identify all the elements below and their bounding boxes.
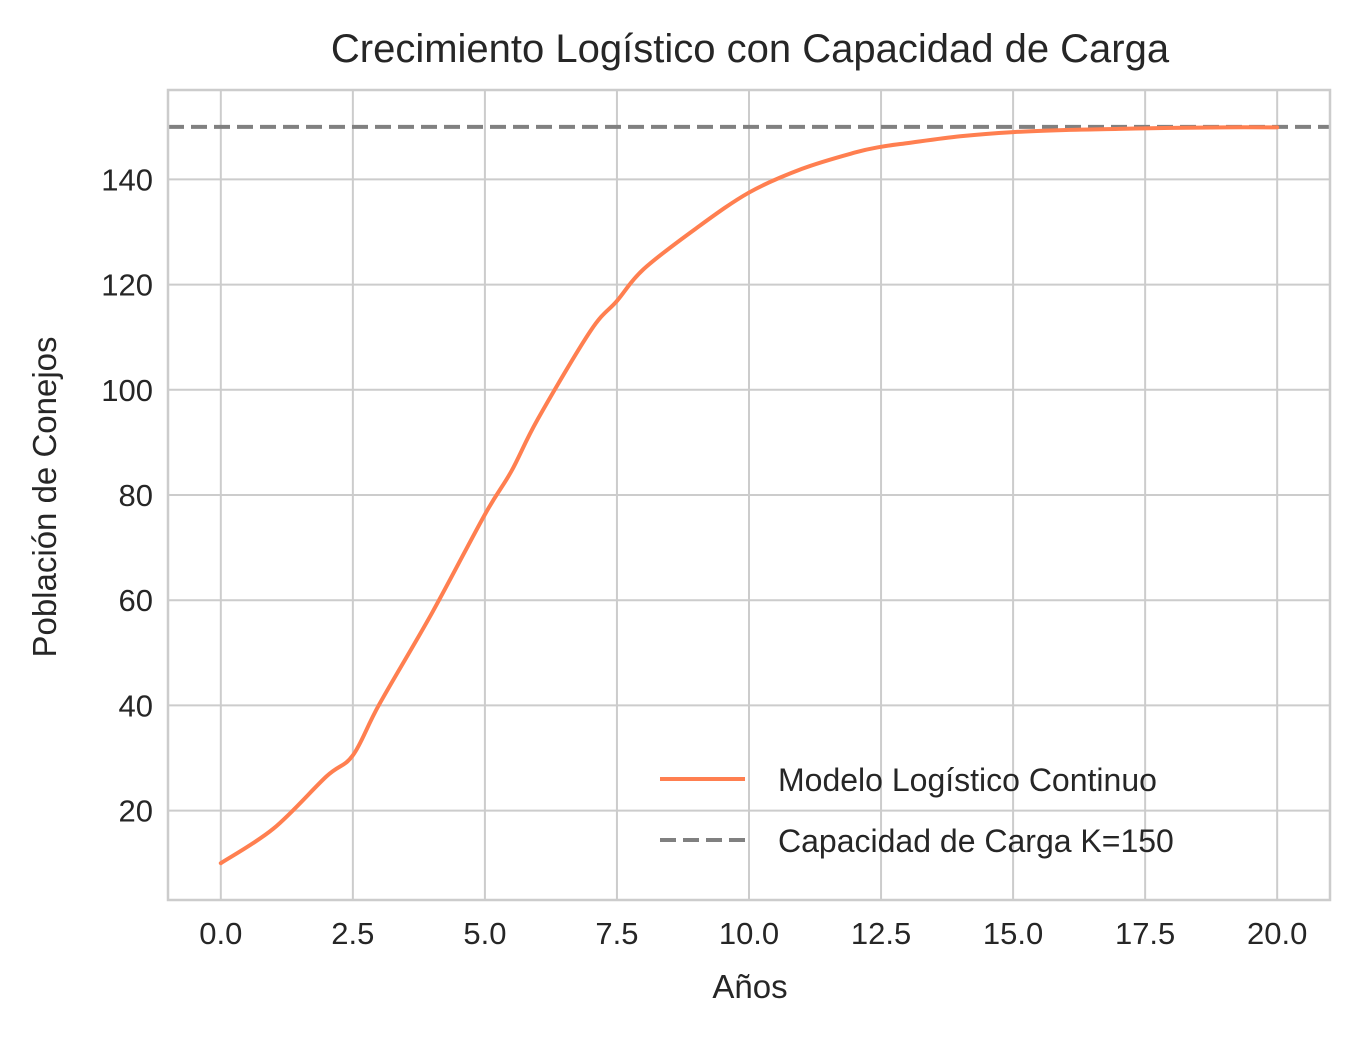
plot-series — [168, 124, 1330, 866]
y-tick-labels: 20 40 60 80 100 120 140 — [101, 162, 153, 828]
x-tick-label: 7.5 — [595, 916, 638, 951]
y-tick-label: 40 — [119, 688, 153, 723]
x-tick-labels: 0.0 2.5 5.0 7.5 10.0 12.5 15.0 17.5 20.0 — [199, 916, 1307, 951]
x-tick-label: 5.0 — [463, 916, 506, 951]
x-tick-label: 10.0 — [719, 916, 779, 951]
x-tick-label: 17.5 — [1115, 916, 1175, 951]
grid — [168, 90, 1330, 900]
x-tick-label: 0.0 — [199, 916, 242, 951]
plot-frame — [166, 88, 1332, 902]
y-tick-label: 100 — [101, 373, 153, 408]
legend-label-capacity: Capacidad de Carga K=150 — [778, 823, 1174, 859]
x-tick-label: 20.0 — [1247, 916, 1307, 951]
x-tick-label: 15.0 — [983, 916, 1043, 951]
legend-label-logistic: Modelo Logístico Continuo — [778, 762, 1157, 798]
y-tick-label: 140 — [101, 162, 153, 197]
y-tick-label: 20 — [119, 794, 153, 829]
x-tick-label: 2.5 — [331, 916, 374, 951]
logistic-curve — [218, 125, 1280, 866]
x-axis-label: Años — [712, 968, 787, 1005]
y-tick-label: 60 — [119, 583, 153, 618]
y-tick-label: 80 — [119, 478, 153, 513]
chart-title: Crecimiento Logístico con Capacidad de C… — [331, 27, 1170, 71]
x-tick-label: 12.5 — [851, 916, 911, 951]
y-tick-label: 120 — [101, 268, 153, 303]
y-axis-label: Población de Conejos — [26, 336, 63, 657]
legend: Modelo Logístico Continuo Capacidad de C… — [660, 762, 1174, 859]
